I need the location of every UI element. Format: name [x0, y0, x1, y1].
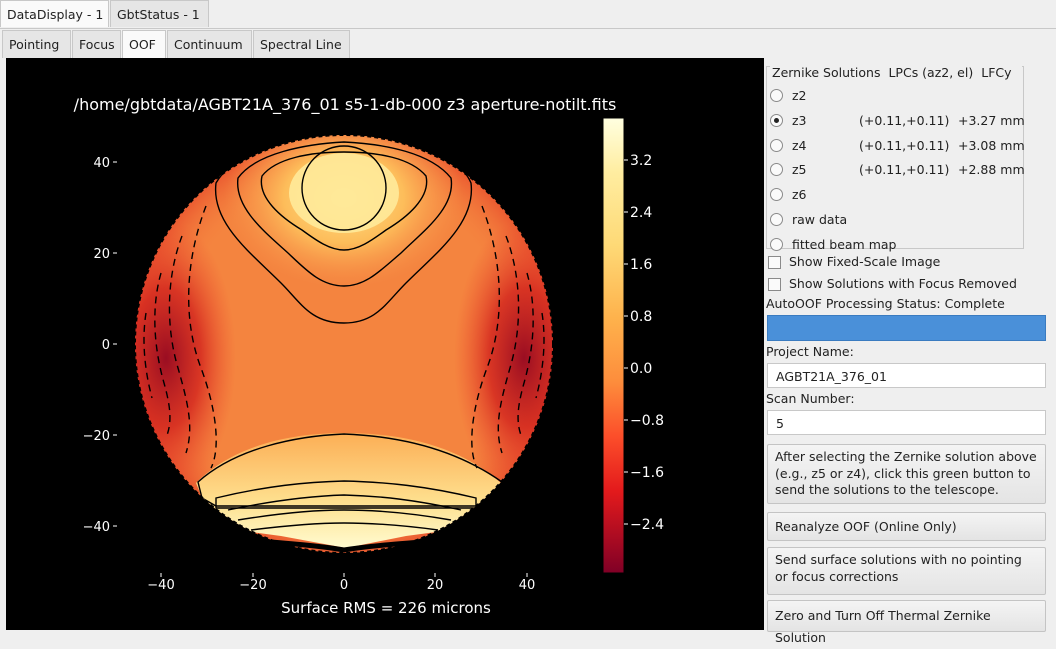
solid-contours	[197, 135, 503, 531]
tab-gbtstatus[interactable]: GbtStatus - 1	[110, 0, 209, 27]
lfcy-heading: LFCy	[981, 65, 1012, 80]
colorbar-ticks: 3.2 2.4 1.6 0.8 0.0 −0.8 −1.6 −2.4	[624, 153, 664, 533]
radio-z5[interactable]	[770, 163, 783, 176]
radio-z6[interactable]	[770, 188, 783, 201]
x-tick-label: 0	[340, 578, 348, 593]
aperture-bottom-edge	[245, 537, 447, 553]
zernike-header: Zernike Solutions LPCs (az2, el) LFCy	[770, 65, 1022, 80]
processing-status-bar	[767, 315, 1046, 341]
x-tick-label: −20	[239, 578, 266, 593]
y-tick-label: 40	[93, 156, 110, 171]
analysis-tab-bar: Pointing Focus OOF Continuum Spectral Li…	[0, 30, 1056, 58]
radio-z4[interactable]	[770, 139, 783, 152]
lpcs-heading: LPCs (az2, el)	[888, 65, 974, 80]
option-label: z4	[792, 138, 807, 153]
aperture-surface	[135, 135, 553, 553]
tab-datadisplay[interactable]: DataDisplay - 1	[0, 0, 109, 27]
option-label: z2	[792, 88, 807, 103]
send-solutions-button[interactable]: After selecting the Zernike solution abo…	[767, 444, 1046, 504]
send-no-pointing-button[interactable]: Send surface solutions with no pointing …	[767, 547, 1046, 595]
surface-rms-label: Surface RMS = 226 microns	[281, 599, 491, 617]
y-tick-label: −40	[83, 520, 110, 535]
processing-status-text: AutoOOF Processing Status: Complete	[766, 296, 1005, 311]
aperture-map-figure: /home/gbtdata/AGBT21A_376_01 s5-1-db-000…	[74, 95, 664, 617]
x-tick-label: 40	[519, 578, 536, 593]
focus-removed-checkbox[interactable]	[768, 278, 781, 291]
project-name-field[interactable]: AGBT21A_376_01	[767, 363, 1046, 388]
zernike-option-fitted-beam-map[interactable]: fitted beam map	[770, 236, 1024, 256]
y-tick-label: 20	[93, 247, 110, 262]
y-tick-label: −20	[83, 429, 110, 444]
lpc-value: (+0.11,+0.11)	[859, 162, 950, 177]
colorbar-tick-label: 0.0	[630, 361, 652, 377]
option-label: z5	[792, 162, 807, 177]
zernike-solutions-group: Zernike Solutions LPCs (az2, el) LFCy z2 z…	[766, 65, 1025, 252]
scan-number-label: Scan Number:	[766, 391, 855, 406]
tab-oof[interactable]: OOF	[122, 30, 166, 58]
zernike-option-z5[interactable]: z5 (+0.11,+0.11) +2.88 mm	[770, 161, 1025, 181]
scan-number-field[interactable]: 5	[767, 410, 1046, 435]
colorbar-tick-label: 2.4	[630, 205, 652, 221]
option-label: raw data	[792, 212, 848, 227]
x-tick-label: −40	[147, 578, 174, 593]
x-tick-label: 20	[427, 578, 444, 593]
zernike-option-raw-data[interactable]: raw data	[770, 211, 1024, 231]
reanalyze-oof-button[interactable]: Reanalyze OOF (Online Only)	[767, 512, 1046, 541]
tab-spectral-line[interactable]: Spectral Line	[253, 30, 350, 58]
plot-title: /home/gbtdata/AGBT21A_376_01 s5-1-db-000…	[74, 95, 617, 115]
radio-fitted-beam-map[interactable]	[770, 238, 783, 251]
y-tick-label: 0	[102, 338, 110, 353]
project-name-label: Project Name:	[766, 344, 854, 359]
x-axis: −40 −20 0 20 40	[147, 573, 535, 593]
colorbar	[602, 117, 625, 574]
colorbar-tick-label: −2.4	[630, 517, 664, 533]
zernike-option-z6[interactable]: z6	[770, 186, 1024, 206]
lfc-value: +3.08 mm	[958, 138, 1025, 153]
control-panel: Zernike Solutions LPCs (az2, el) LFCy z2 z…	[766, 58, 1056, 645]
radio-z2[interactable]	[770, 89, 783, 102]
colorbar-tick-label: −1.6	[630, 465, 664, 481]
y-axis: 40 20 0 −20 −40	[83, 156, 117, 535]
tab-continuum[interactable]: Continuum	[167, 30, 252, 58]
zernike-option-z4[interactable]: z4 (+0.11,+0.11) +3.08 mm	[770, 137, 1025, 157]
lfc-value: +2.88 mm	[958, 162, 1025, 177]
lpc-value: (+0.11,+0.11)	[859, 113, 950, 128]
fixed-scale-label: Show Fixed-Scale Image	[789, 254, 941, 269]
lpc-value: (+0.11,+0.11)	[859, 138, 950, 153]
aperture-outline	[134, 134, 554, 554]
zernike-option-z2[interactable]: z2	[770, 87, 1024, 107]
option-label: z6	[792, 187, 807, 202]
radio-z3[interactable]	[770, 114, 783, 127]
option-label: fitted beam map	[792, 237, 897, 252]
colorbar-tick-label: 3.2	[630, 153, 652, 169]
tab-focus[interactable]: Focus	[72, 30, 121, 58]
window-tab-bar: DataDisplay - 1 GbtStatus - 1	[0, 0, 1056, 29]
colorbar-tick-label: −0.8	[630, 413, 664, 429]
zero-thermal-zernike-button[interactable]: Zero and Turn Off Thermal Zernike Soluti…	[767, 600, 1046, 645]
zernike-option-z3[interactable]: z3 (+0.11,+0.11) +3.27 mm	[770, 112, 1025, 132]
radio-raw-data[interactable]	[770, 213, 783, 226]
option-label: z3	[792, 113, 807, 128]
colorbar-tick-label: 0.8	[630, 309, 652, 325]
aperture-plot: /home/gbtdata/AGBT21A_376_01 s5-1-db-000…	[6, 58, 764, 630]
tab-pointing[interactable]: Pointing	[2, 30, 71, 58]
lfc-value: +3.27 mm	[958, 113, 1025, 128]
fixed-scale-checkbox[interactable]	[768, 256, 781, 269]
zernike-solutions-heading: Zernike Solutions	[772, 65, 881, 80]
colorbar-tick-label: 1.6	[630, 257, 652, 273]
focus-removed-label: Show Solutions with Focus Removed	[789, 276, 1017, 291]
dashed-contours	[143, 205, 545, 469]
